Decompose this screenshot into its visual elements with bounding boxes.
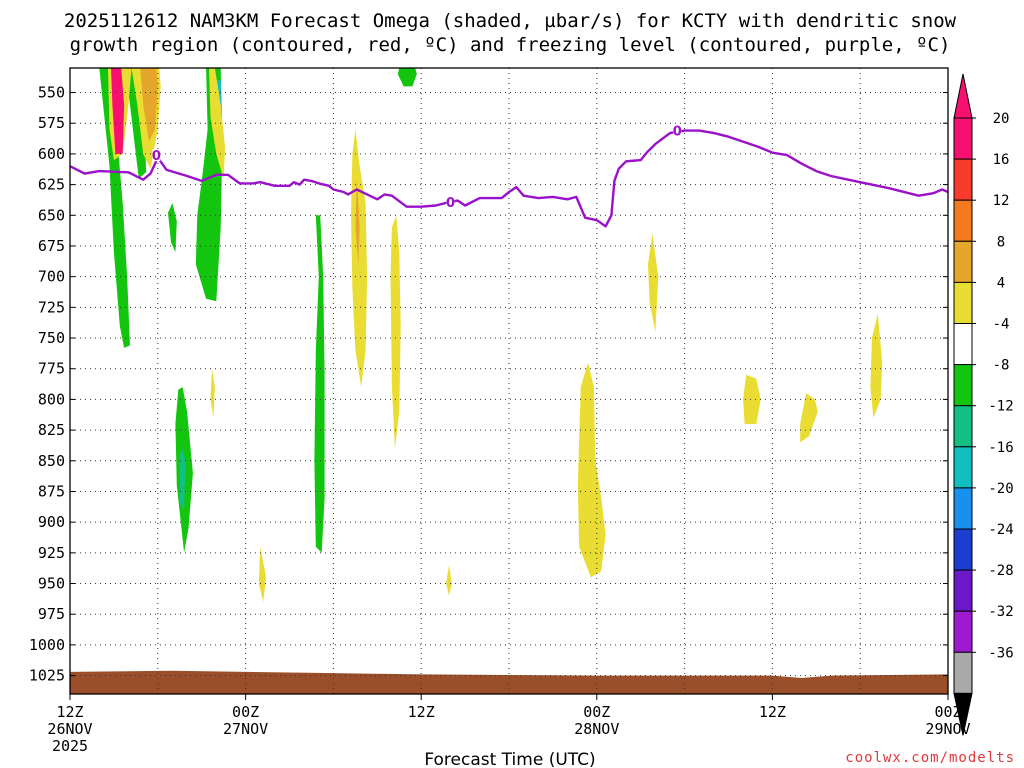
- y-tick-label: 575: [38, 114, 65, 132]
- x-tick-label: 29NOV: [925, 720, 970, 738]
- y-tick-label: 800: [38, 390, 65, 408]
- colorbar-label: -32: [988, 604, 1013, 620]
- y-tick-label: 600: [38, 145, 65, 163]
- colorbar-box-11: [953, 569, 973, 612]
- colorbar-box-0: [953, 117, 973, 160]
- colorbar-label: -24: [988, 522, 1013, 538]
- y-tick-label: 875: [38, 482, 65, 500]
- colorbar-box-12: [953, 610, 973, 653]
- y-tick-label: 650: [38, 206, 65, 224]
- omega-region-20: [446, 565, 452, 596]
- x-tick-label: 12Z: [56, 703, 83, 721]
- colorbar-label: -16: [988, 440, 1013, 456]
- colorbar-label: -20: [988, 481, 1013, 497]
- y-tick-label: 975: [38, 605, 65, 623]
- omega-region-2: [168, 203, 177, 253]
- chart-title-line-2: growth region (contoured, red, ºC) and f…: [70, 34, 951, 56]
- x-tick-label: 12Z: [408, 703, 435, 721]
- omega-region-13: [140, 68, 158, 142]
- x-tick-label: 00Z: [934, 703, 961, 721]
- omega-region-6: [397, 68, 417, 87]
- colorbar: 20 16 12 8 4 -4 -8 -12 -16 -20 -24 -28 -32 -36: [953, 73, 1014, 736]
- y-tick-label: 1000: [29, 636, 65, 654]
- colorbar-box-13: [953, 651, 973, 694]
- omega-region-25: [870, 313, 883, 418]
- omega-region-18: [210, 368, 215, 418]
- y-tick-label: 825: [38, 421, 65, 439]
- colorbar-label: -4: [993, 317, 1010, 333]
- colorbar-bottom-arrow: [953, 692, 973, 736]
- terrain-ground: [70, 670, 948, 694]
- x-tick-label: 28NOV: [574, 720, 619, 738]
- colorbar-label: -36: [988, 645, 1013, 661]
- y-tick-label: 900: [38, 513, 65, 531]
- colorbar-box-4: [953, 281, 973, 324]
- plot-frame: [69, 67, 949, 695]
- chart-title-line-1: 2025112612 NAM3KM Forecast Omega (shaded…: [64, 10, 957, 32]
- freezing-level-label-bg: [673, 124, 682, 137]
- y-tick-label: 925: [38, 544, 65, 562]
- omega-region-16: [355, 178, 360, 265]
- colorbar-box-7: [953, 405, 973, 448]
- omega-region-17: [390, 215, 401, 449]
- y-tick-label: 750: [38, 329, 65, 347]
- y-tick-label: 950: [38, 575, 65, 593]
- x-tick-label: 00Z: [232, 703, 259, 721]
- omega-region-22: [648, 233, 659, 332]
- freezing-level-label: 0: [446, 196, 455, 211]
- x-tick-label: 26NOV: [47, 720, 92, 738]
- plot-area: 550 575 600 625 650 675 700 725 750 775 800 825 850 8…: [29, 67, 971, 755]
- y-tick-label: 775: [38, 360, 65, 378]
- freezing-level-line: [69, 129, 949, 228]
- freezing-level-label-bg: [446, 195, 455, 208]
- colorbar-label: 16: [993, 152, 1010, 168]
- x-tick-label: 2025: [52, 737, 88, 755]
- colorbar-box-2: [953, 199, 973, 242]
- omega-region-23: [743, 374, 761, 424]
- colorbar-label: 4: [997, 275, 1005, 291]
- y-tick-label: 700: [38, 268, 65, 286]
- y-tick-label: 1025: [29, 667, 65, 685]
- y-tick-label: 625: [38, 176, 65, 194]
- x-tick-label: 27NOV: [223, 720, 268, 738]
- colorbar-label: -12: [988, 399, 1013, 415]
- colorbar-box-10: [953, 528, 973, 571]
- y-tick-label: 850: [38, 452, 65, 470]
- colorbar-label: -28: [988, 563, 1013, 579]
- omega-region-15: [351, 129, 368, 388]
- colorbar-box-1: [953, 158, 973, 201]
- colorbar-box-6: [953, 364, 973, 407]
- x-tick-label: 12Z: [759, 703, 786, 721]
- omega-region-7: [179, 448, 186, 510]
- colorbar-box-5: [953, 323, 973, 366]
- omega-region-24: [800, 393, 818, 443]
- freezing-level-label-bg: [152, 149, 161, 162]
- x-axis-label: Forecast Time (UTC): [424, 750, 595, 768]
- colorbar-box-3: [953, 240, 973, 283]
- y-tick-label: 550: [38, 84, 65, 102]
- colorbar-label: -8: [993, 358, 1010, 374]
- freezing-level-label: 0: [152, 149, 161, 164]
- omega-region-0: [99, 68, 130, 348]
- omega-region-19: [258, 546, 267, 602]
- x-tick-label: 00Z: [583, 703, 610, 721]
- colorbar-top-arrow: [953, 73, 973, 119]
- colorbar-box-8: [953, 446, 973, 489]
- omega-region-21: [577, 362, 606, 578]
- y-tick-label: 725: [38, 298, 65, 316]
- colorbar-box-9: [953, 487, 973, 530]
- colorbar-label: 20: [993, 111, 1010, 127]
- colorbar-label: 12: [993, 193, 1010, 209]
- colorbar-label: 8: [997, 234, 1005, 250]
- omega-region-4: [314, 215, 325, 553]
- freezing-level-label: 0: [673, 125, 682, 140]
- omega-region-14: [111, 68, 125, 154]
- omega-region-11: [209, 68, 226, 179]
- credit-text: coolwx.com/modelts: [845, 750, 1015, 766]
- y-tick-label: 675: [38, 237, 65, 255]
